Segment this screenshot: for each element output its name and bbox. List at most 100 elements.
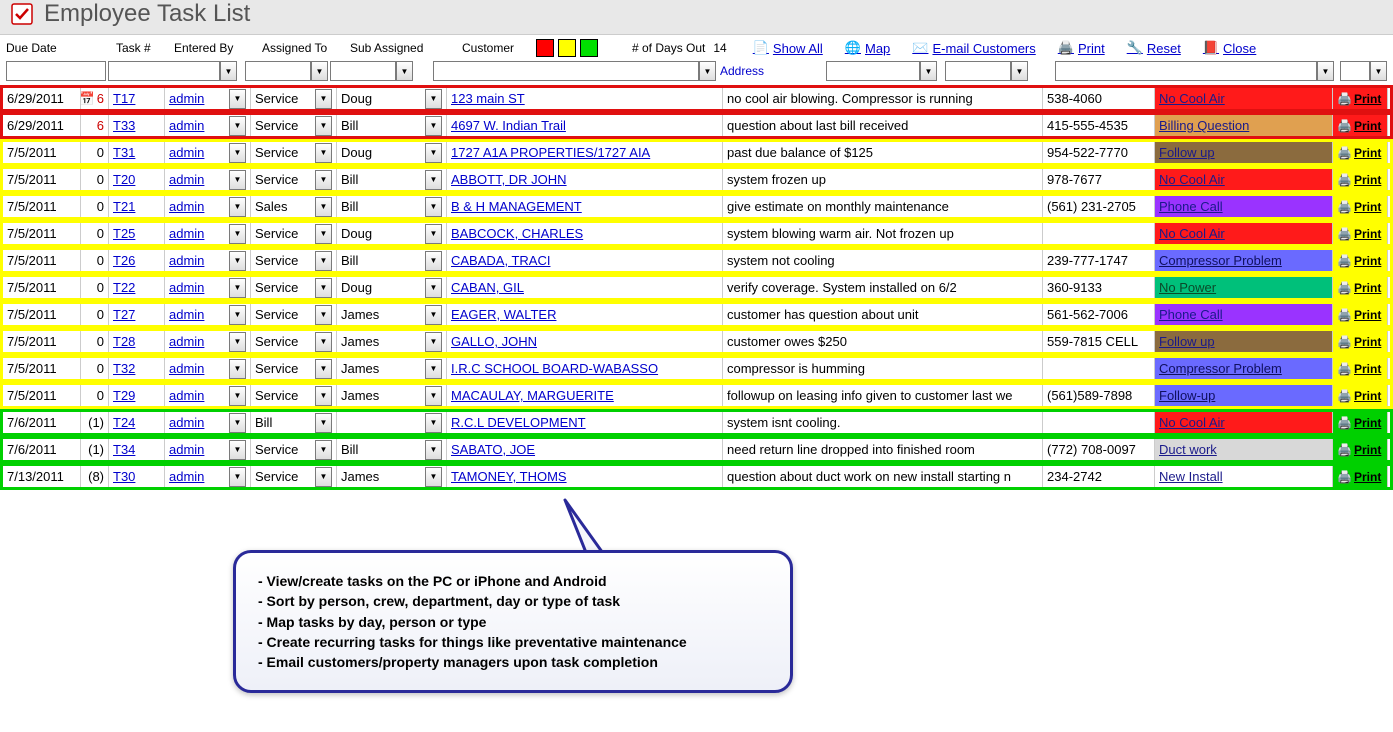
row-print-button[interactable]: 🖨️Print — [1333, 331, 1388, 352]
row-print-button[interactable]: 🖨️Print — [1333, 439, 1388, 460]
cell-entered-by[interactable]: admin▼ — [165, 88, 251, 109]
dropdown-icon[interactable]: ▼ — [1011, 61, 1028, 81]
cell-customer[interactable]: R.C.L DEVELOPMENT — [447, 412, 723, 433]
cell-customer[interactable]: SABATO, JOE — [447, 439, 723, 460]
cell-task[interactable]: T24 — [109, 412, 165, 433]
cell-task[interactable]: T26 — [109, 250, 165, 271]
cell-status[interactable]: Phone Call — [1155, 196, 1333, 217]
cell-sub-assigned[interactable]: James▼ — [337, 466, 447, 487]
row-print-button[interactable]: 🖨️Print — [1333, 412, 1388, 433]
close-button[interactable]: 📕Close — [1203, 40, 1256, 56]
dropdown-icon[interactable]: ▼ — [315, 116, 332, 136]
dropdown-icon[interactable]: ▼ — [229, 386, 246, 406]
dropdown-icon[interactable]: ▼ — [396, 61, 413, 81]
cell-customer[interactable]: 123 main ST — [447, 88, 723, 109]
dropdown-icon[interactable]: ▼ — [315, 143, 332, 163]
cell-task[interactable]: T31 — [109, 142, 165, 163]
print-button[interactable]: 🖨️Print — [1058, 40, 1105, 56]
dropdown-icon[interactable]: ▼ — [425, 224, 442, 244]
dropdown-icon[interactable]: ▼ — [229, 413, 246, 433]
dropdown-icon[interactable]: ▼ — [229, 440, 246, 460]
cell-sub-assigned[interactable]: James▼ — [337, 304, 447, 325]
cell-customer[interactable]: CABAN, GIL — [447, 277, 723, 298]
dropdown-icon[interactable]: ▼ — [1317, 61, 1334, 81]
cell-task[interactable]: T25 — [109, 223, 165, 244]
dropdown-icon[interactable]: ▼ — [229, 251, 246, 271]
cell-assigned-to[interactable]: Service▼ — [251, 142, 337, 163]
cell-customer[interactable]: ABBOTT, DR JOHN — [447, 169, 723, 190]
dropdown-icon[interactable]: ▼ — [229, 359, 246, 379]
filter-entered-by[interactable] — [245, 61, 311, 81]
map-button[interactable]: 🌐Map — [845, 40, 890, 56]
cell-task[interactable]: T17 — [109, 88, 165, 109]
cell-assigned-to[interactable]: Service▼ — [251, 277, 337, 298]
cell-entered-by[interactable]: admin▼ — [165, 439, 251, 460]
dropdown-icon[interactable]: ▼ — [315, 224, 332, 244]
filter-customer[interactable] — [433, 61, 699, 81]
cell-customer[interactable]: CABADA, TRACI — [447, 250, 723, 271]
cell-sub-assigned[interactable]: James▼ — [337, 385, 447, 406]
dropdown-icon[interactable]: ▼ — [229, 89, 246, 109]
dropdown-icon[interactable]: ▼ — [229, 467, 246, 487]
email-customers-button[interactable]: ✉️E-mail Customers — [912, 40, 1035, 56]
cell-status[interactable]: Compressor Problem — [1155, 250, 1333, 271]
cell-assigned-to[interactable]: Service▼ — [251, 250, 337, 271]
dropdown-icon[interactable]: ▼ — [315, 359, 332, 379]
legend-yellow[interactable] — [558, 39, 576, 57]
row-print-button[interactable]: 🖨️Print — [1333, 142, 1388, 163]
cell-task[interactable]: T22 — [109, 277, 165, 298]
row-print-button[interactable]: 🖨️Print — [1333, 466, 1388, 487]
cell-entered-by[interactable]: admin▼ — [165, 115, 251, 136]
dropdown-icon[interactable]: ▼ — [425, 386, 442, 406]
dropdown-icon[interactable]: ▼ — [425, 305, 442, 325]
dropdown-icon[interactable]: ▼ — [229, 197, 246, 217]
filter-phone[interactable] — [826, 61, 920, 81]
cell-assigned-to[interactable]: Service▼ — [251, 88, 337, 109]
cell-status[interactable]: New Install — [1155, 466, 1333, 487]
dropdown-icon[interactable]: ▼ — [229, 116, 246, 136]
cell-status[interactable]: Duct work — [1155, 439, 1333, 460]
dropdown-icon[interactable]: ▼ — [1370, 61, 1387, 81]
dropdown-icon[interactable]: ▼ — [425, 278, 442, 298]
cell-entered-by[interactable]: admin▼ — [165, 223, 251, 244]
dropdown-icon[interactable]: ▼ — [920, 61, 937, 81]
dropdown-icon[interactable]: ▼ — [229, 224, 246, 244]
cell-customer[interactable]: TAMONEY, THOMS — [447, 466, 723, 487]
dropdown-icon[interactable]: ▼ — [315, 467, 332, 487]
filter-due-date[interactable] — [6, 61, 106, 81]
cell-customer[interactable]: BABCOCK, CHARLES — [447, 223, 723, 244]
cell-entered-by[interactable]: admin▼ — [165, 412, 251, 433]
cell-task[interactable]: T34 — [109, 439, 165, 460]
row-print-button[interactable]: 🖨️Print — [1333, 169, 1388, 190]
cell-assigned-to[interactable]: Bill▼ — [251, 412, 337, 433]
cell-entered-by[interactable]: admin▼ — [165, 169, 251, 190]
dropdown-icon[interactable]: ▼ — [425, 359, 442, 379]
cell-customer[interactable]: 1727 A1A PROPERTIES/1727 AIA — [447, 142, 723, 163]
dropdown-icon[interactable]: ▼ — [220, 61, 237, 81]
cell-entered-by[interactable]: admin▼ — [165, 196, 251, 217]
dropdown-icon[interactable]: ▼ — [315, 440, 332, 460]
dropdown-icon[interactable]: ▼ — [425, 440, 442, 460]
cell-status[interactable]: Follow up — [1155, 331, 1333, 352]
cell-task[interactable]: T20 — [109, 169, 165, 190]
cell-customer[interactable]: B & H MANAGEMENT — [447, 196, 723, 217]
row-print-button[interactable]: 🖨️Print — [1333, 115, 1388, 136]
cell-task[interactable]: T21 — [109, 196, 165, 217]
cell-customer[interactable]: 4697 W. Indian Trail — [447, 115, 723, 136]
row-print-button[interactable]: 🖨️Print — [1333, 277, 1388, 298]
dropdown-icon[interactable]: ▼ — [425, 467, 442, 487]
legend-green[interactable] — [580, 39, 598, 57]
cell-sub-assigned[interactable]: Bill▼ — [337, 115, 447, 136]
row-print-button[interactable]: 🖨️Print — [1333, 196, 1388, 217]
dropdown-icon[interactable]: ▼ — [315, 332, 332, 352]
cell-sub-assigned[interactable]: ▼ — [337, 412, 447, 433]
cell-sub-assigned[interactable]: Bill▼ — [337, 250, 447, 271]
dropdown-icon[interactable]: ▼ — [315, 89, 332, 109]
dropdown-icon[interactable]: ▼ — [425, 143, 442, 163]
cell-status[interactable]: No Cool Air — [1155, 412, 1333, 433]
cell-status[interactable]: No Cool Air — [1155, 169, 1333, 190]
cell-sub-assigned[interactable]: Doug▼ — [337, 142, 447, 163]
cell-entered-by[interactable]: admin▼ — [165, 142, 251, 163]
cell-task[interactable]: T29 — [109, 385, 165, 406]
cell-status[interactable]: Follow-up — [1155, 385, 1333, 406]
